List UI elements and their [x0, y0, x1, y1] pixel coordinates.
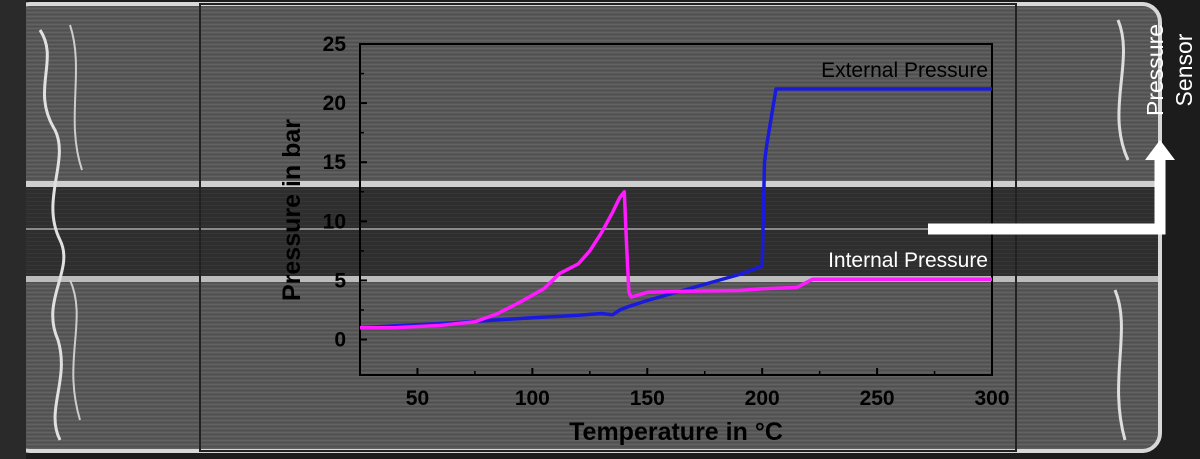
y-axis-title: Pressure in bar — [278, 119, 306, 301]
pressure-temperature-chart: 50 100 150 200 250 300 0 5 10 15 20 25 External Pr… — [278, 33, 1010, 446]
y-tick-label: 15 — [323, 151, 347, 174]
sensor-arrow-icon — [928, 160, 1166, 235]
external-pressure-line — [359, 87, 992, 330]
x-tick-label: 300 — [974, 387, 1009, 410]
x-axis-title: Temperature in °C — [569, 418, 783, 446]
x-tick-label: 250 — [860, 387, 895, 410]
sensor-label-line-1: Pressure — [1142, 24, 1168, 116]
plot-area-frame — [359, 43, 993, 376]
y-tick-label: 0 — [334, 329, 346, 352]
pressure-sensor-annotation: Pressure Sensor — [928, 24, 1197, 235]
x-axis: 50 100 150 200 250 300 — [359, 368, 1010, 410]
y-axis: 0 5 10 15 20 25 — [323, 33, 367, 352]
y-tick-label: 20 — [323, 92, 346, 115]
internal-pressure-line — [360, 190, 992, 330]
sensor-label-line-2: Sensor — [1171, 33, 1197, 106]
x-tick-label: 100 — [515, 387, 550, 410]
x-tick-label: 150 — [630, 387, 665, 410]
x-tick-label: 50 — [406, 387, 429, 410]
series-labels: External Pressure Internal Pressure — [821, 59, 988, 272]
arrow-head-icon — [1145, 140, 1175, 160]
external-pressure-label: External Pressure — [821, 59, 988, 82]
y-tick-label: 25 — [323, 33, 347, 56]
series-lines — [359, 87, 992, 330]
x-tick-label: 200 — [745, 387, 780, 410]
internal-pressure-label: Internal Pressure — [828, 249, 988, 272]
y-tick-label: 5 — [334, 269, 346, 292]
y-tick-label: 10 — [323, 210, 346, 233]
